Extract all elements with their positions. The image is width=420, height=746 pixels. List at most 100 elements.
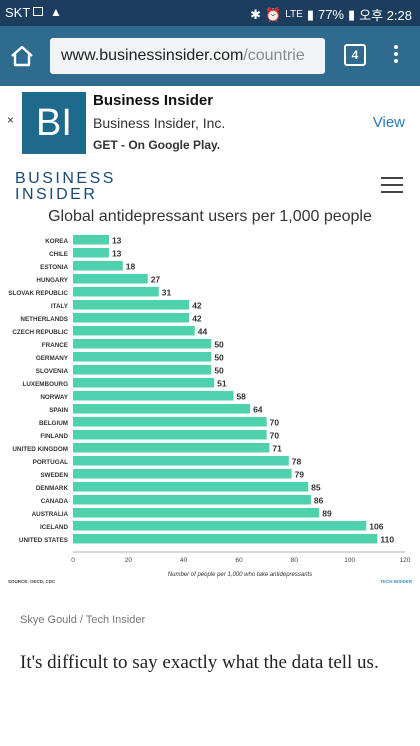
alarm-icon: ⏰ <box>265 6 282 22</box>
category-label: AUSTRALIA <box>32 511 69 518</box>
x-tick-label: 0 <box>71 557 75 564</box>
category-label: NETHERLANDS <box>20 316 68 323</box>
category-label: DENMARK <box>36 485 69 492</box>
battery-icon: ▮ <box>348 6 356 22</box>
category-label: UNITED KINGDOM <box>12 446 68 453</box>
category-label: FINLAND <box>40 433 68 440</box>
category-label: FRANCE <box>42 342 68 349</box>
data-label: 110 <box>380 535 394 545</box>
x-tick-label: 120 <box>400 557 411 564</box>
bar <box>73 261 123 271</box>
data-label: 78 <box>292 457 302 467</box>
category-label: UNITED STATES <box>19 537 68 544</box>
category-label: SLOVAK REPUBLIC <box>8 290 68 297</box>
data-label: 50 <box>214 366 224 376</box>
category-label: CHILE <box>49 251 68 258</box>
home-icon[interactable] <box>8 42 36 70</box>
bar <box>73 417 267 427</box>
category-label: ITALY <box>51 303 69 310</box>
site-logo[interactable]: BUSINESS INSIDER <box>15 171 116 203</box>
article-paragraph: It's difficult to say exactly what the d… <box>20 652 379 673</box>
data-label: 70 <box>270 431 280 441</box>
bar <box>73 482 309 492</box>
category-label: SLOVENIA <box>36 368 69 375</box>
bar <box>73 339 212 349</box>
app-publisher: Business Insider, Inc. <box>93 115 226 131</box>
browser-toolbar: www.businessinsider.com/countrie 4 <box>0 26 420 86</box>
more-menu-icon[interactable] <box>388 42 404 70</box>
category-label: BELGIUM <box>39 420 68 427</box>
close-icon[interactable]: × <box>7 113 15 127</box>
data-label: 70 <box>270 418 280 428</box>
bar <box>73 391 234 401</box>
data-label: 71 <box>272 444 282 454</box>
bar <box>73 287 159 297</box>
site-header: BUSINESS INSIDER <box>0 160 420 208</box>
bar <box>73 534 378 544</box>
data-label: 86 <box>314 496 324 506</box>
url-path: /countrie <box>243 47 305 64</box>
x-tick-label: 20 <box>125 557 133 564</box>
bar <box>73 235 109 245</box>
bar <box>73 274 148 284</box>
category-label: ICELAND <box>40 524 68 531</box>
category-label: KOREA <box>45 238 68 245</box>
notification-icon <box>33 7 43 16</box>
x-tick-label: 100 <box>344 557 355 564</box>
data-label: 50 <box>214 340 224 350</box>
bar <box>73 352 212 362</box>
bar <box>73 365 212 375</box>
status-bar: SKT ▲ ✱ ⏰ LTE ▮ 77% ▮ 오후 2:28 <box>0 0 420 26</box>
tab-switcher-button[interactable]: 4 <box>344 44 366 66</box>
bar <box>73 300 190 310</box>
hamburger-menu-icon[interactable] <box>381 177 403 193</box>
x-tick-label: 40 <box>180 557 188 564</box>
data-label: 42 <box>192 301 202 311</box>
bar <box>73 495 311 505</box>
data-label: 31 <box>162 288 172 298</box>
chart-source: SOURCE: OECD, CDC <box>8 579 56 584</box>
lte-label: LTE <box>285 9 303 20</box>
bar <box>73 508 320 518</box>
category-label: SPAIN <box>49 407 68 414</box>
bar <box>73 404 251 414</box>
data-label: 79 <box>295 470 305 480</box>
category-label: ESTONIA <box>40 264 68 271</box>
bar <box>73 443 270 453</box>
warning-icon: ▲ <box>50 5 62 19</box>
x-tick-label: 80 <box>291 557 299 564</box>
category-label: NORWAY <box>40 394 68 401</box>
app-store-label: GET - On Google Play. <box>93 138 221 152</box>
category-label: LUXEMBOURG <box>23 381 69 388</box>
status-icons: ✱ ⏰ LTE ▮ 77% ▮ 오후 2:28 <box>250 5 412 24</box>
bar <box>73 313 190 323</box>
data-label: 13 <box>112 249 122 259</box>
logo-line-2: INSIDER <box>15 186 98 203</box>
clock: 오후 2:28 <box>359 8 412 23</box>
bar <box>73 456 289 466</box>
data-label: 85 <box>311 483 321 493</box>
bar-chart: KOREA 13 CHILE 13 ESTONIA 18 HUNGARY 27 SLOVAK R… <box>8 235 413 584</box>
app-install-banner: × BI Business Insider Business Insider, … <box>0 86 420 161</box>
x-axis-label: Number of people per 1,000 who take anti… <box>168 572 312 578</box>
bar <box>73 326 195 336</box>
view-button[interactable]: View <box>372 114 405 131</box>
category-label: CZECH REPUBLIC <box>12 329 68 336</box>
chart-title: Global antidepressant users per 1,000 pe… <box>48 208 372 225</box>
data-label: 44 <box>198 327 208 337</box>
data-label: 51 <box>217 379 227 389</box>
url-field[interactable]: www.businessinsider.com/countrie <box>50 38 325 74</box>
chart-figure: Global antidepressant users per 1,000 pe… <box>0 208 420 608</box>
data-label: 42 <box>192 314 202 324</box>
category-label: SWEDEN <box>40 472 68 479</box>
category-label: GERMANY <box>36 355 69 362</box>
carrier-label: SKT <box>5 5 31 20</box>
data-label: 89 <box>322 509 332 519</box>
app-logo: BI <box>22 92 86 154</box>
data-label: 18 <box>126 262 136 272</box>
signal-icon: ▮ <box>306 6 314 22</box>
url-host: www.businessinsider.com <box>61 47 244 64</box>
x-tick-label: 60 <box>235 557 243 564</box>
logo-line-1: BUSINESS <box>15 170 116 187</box>
data-label: 50 <box>214 353 224 363</box>
